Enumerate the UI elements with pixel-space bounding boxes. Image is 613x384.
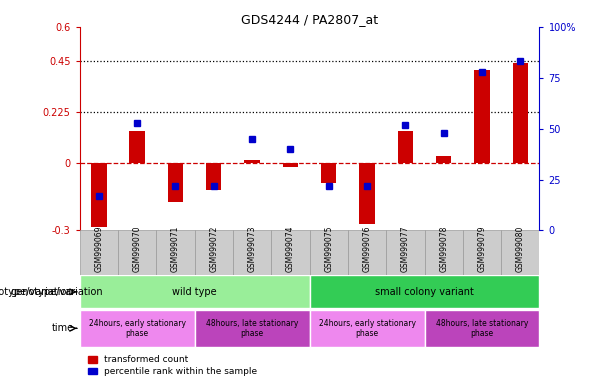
Bar	[245, 160, 260, 162]
Bar	[474, 70, 490, 162]
Bar	[233, 230, 271, 275]
Bar	[80, 275, 310, 308]
Bar	[283, 162, 298, 167]
Bar	[168, 162, 183, 202]
Bar	[195, 310, 310, 347]
Text: GSM999078: GSM999078	[439, 226, 448, 272]
Bar	[129, 131, 145, 162]
Bar	[80, 310, 195, 347]
Text: GSM999079: GSM999079	[478, 226, 487, 272]
Text: GSM999077: GSM999077	[401, 226, 410, 272]
Text: 24hours, early stationary
phase: 24hours, early stationary phase	[319, 319, 416, 338]
Bar	[310, 230, 348, 275]
Bar	[310, 310, 424, 347]
Bar	[80, 230, 118, 275]
Bar	[463, 230, 501, 275]
Bar	[501, 230, 539, 275]
Text: GSM999070: GSM999070	[132, 226, 142, 272]
Bar	[91, 162, 107, 227]
Bar	[359, 162, 375, 223]
Bar	[206, 162, 221, 190]
Bar	[512, 63, 528, 162]
Bar	[424, 310, 539, 347]
Text: genotype/variation: genotype/variation	[10, 287, 104, 297]
Bar	[195, 230, 233, 275]
Text: 48hours, late stationary
phase: 48hours, late stationary phase	[206, 319, 299, 338]
Text: GSM999075: GSM999075	[324, 226, 333, 272]
Bar	[271, 230, 310, 275]
Text: GSM999080: GSM999080	[516, 226, 525, 272]
Text: GSM999071: GSM999071	[171, 226, 180, 272]
Text: time: time	[51, 323, 74, 333]
Bar	[424, 230, 463, 275]
Bar	[118, 230, 156, 275]
Bar	[348, 230, 386, 275]
Bar	[321, 162, 337, 183]
Legend: transformed count, percentile rank within the sample: transformed count, percentile rank withi…	[84, 352, 261, 380]
Text: wild type: wild type	[172, 287, 217, 297]
Text: GSM999072: GSM999072	[209, 226, 218, 272]
Bar	[398, 131, 413, 162]
Bar	[386, 230, 424, 275]
Title: GDS4244 / PA2807_at: GDS4244 / PA2807_at	[241, 13, 378, 26]
Text: 24hours, early stationary
phase: 24hours, early stationary phase	[89, 319, 186, 338]
Text: 48hours, late stationary
phase: 48hours, late stationary phase	[436, 319, 528, 338]
Bar	[436, 156, 451, 162]
Bar	[310, 275, 539, 308]
Text: GSM999074: GSM999074	[286, 226, 295, 272]
Bar	[156, 230, 195, 275]
Text: GSM999076: GSM999076	[362, 226, 371, 272]
Text: GSM999069: GSM999069	[94, 226, 104, 272]
Text: genotype/variation: genotype/variation	[0, 287, 74, 297]
Text: small colony variant: small colony variant	[375, 287, 474, 297]
Text: GSM999073: GSM999073	[248, 226, 257, 272]
